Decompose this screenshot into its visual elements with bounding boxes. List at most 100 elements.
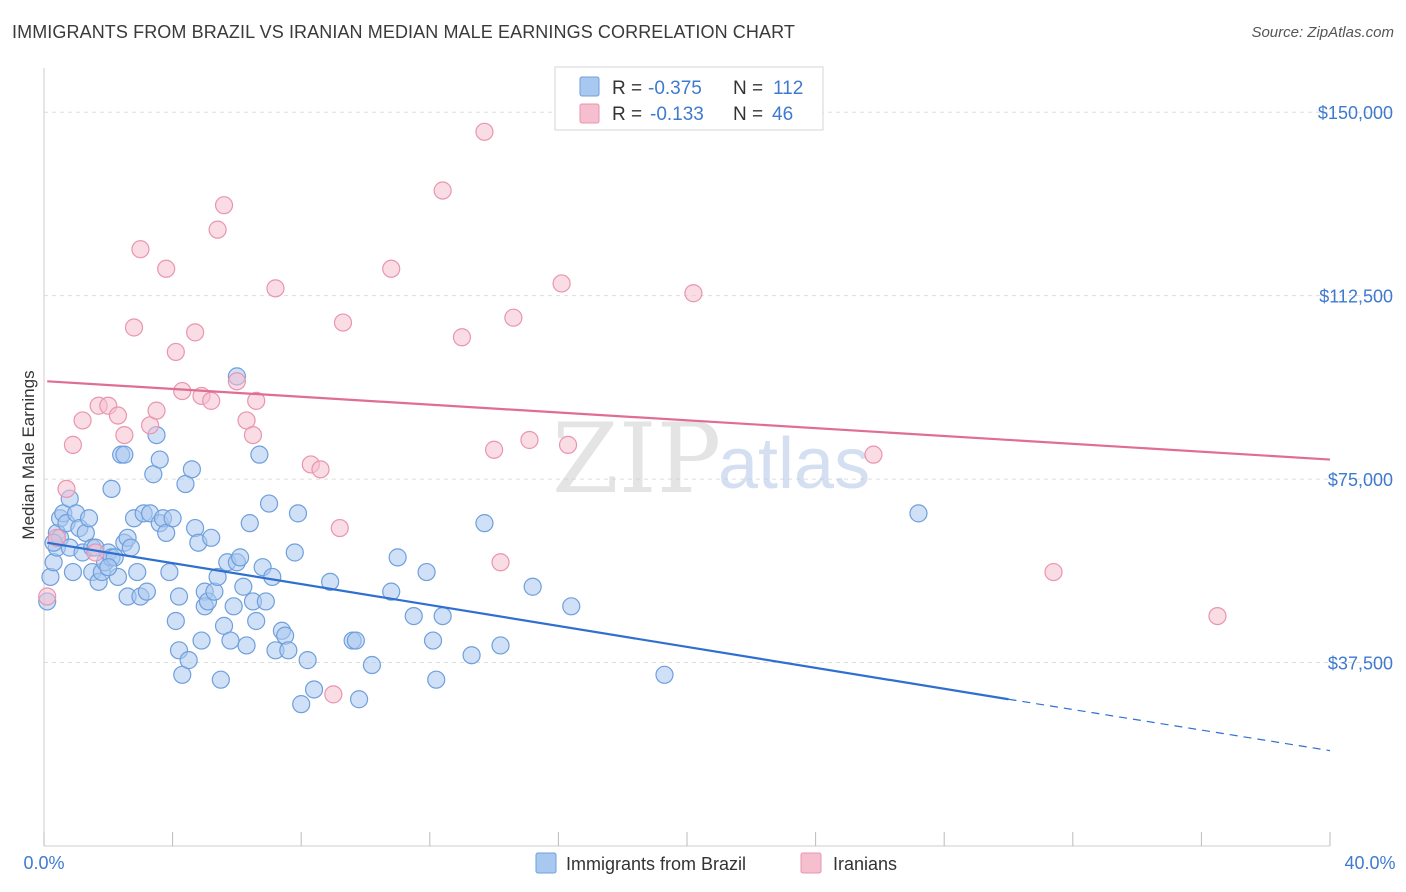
stats-legend: R = -0.375 N = 112 R = -0.133 N = 46 [554, 66, 824, 131]
iranians-point-32 [382, 259, 401, 278]
brazil-point-35 [128, 562, 147, 582]
brazil-point-110 [99, 558, 118, 577]
brazil-point-57 [192, 631, 211, 650]
iranians-point-8 [108, 406, 128, 425]
iranians-point-33 [433, 181, 452, 200]
brazil-point-53 [179, 651, 198, 670]
iranians-point-44 [1044, 562, 1063, 582]
iranians-point-45 [1208, 606, 1227, 626]
watermark-atlas: atlas [718, 424, 870, 504]
brazil-point-80 [263, 567, 282, 587]
brazil-point-103 [475, 514, 494, 533]
brazil-point-73 [240, 514, 259, 533]
brazil-point-62 [205, 582, 224, 601]
iranians-point-14 [157, 259, 176, 278]
brazil-point-67 [221, 631, 240, 650]
iranians-point-4 [73, 411, 92, 430]
series-brazil-points [38, 367, 928, 714]
brazil-point-84 [279, 641, 298, 660]
iranians-point-28 [311, 460, 330, 479]
iranians-point-43 [864, 445, 883, 464]
series-legend: Immigrants from Brazil Iranians [535, 852, 897, 874]
brazil-point-64 [211, 670, 230, 689]
series-iranians-points [38, 122, 1227, 704]
brazil-point-85 [285, 543, 304, 562]
brazil-point-55 [186, 518, 205, 538]
legend-bottom-label-iranians: Iranians [833, 854, 897, 874]
brazil-point-93 [349, 690, 369, 709]
legend-bottom-swatch-iranians [800, 852, 822, 874]
iranians-point-34 [452, 328, 472, 347]
brazil-point-100 [427, 670, 446, 689]
iranians-point-40 [552, 274, 571, 293]
axes [43, 68, 1331, 847]
legend-swatch-brazil [579, 76, 600, 97]
brazil-point-87 [292, 695, 311, 714]
iranians-point-16 [173, 381, 192, 401]
brazil-point-49 [169, 587, 189, 606]
y-tick-label-3: $150,000 [1318, 103, 1393, 123]
brazil-point-101 [433, 606, 452, 626]
iranians-point-37 [491, 553, 510, 572]
y-tick-label-2: $112,500 [1319, 287, 1393, 307]
brazil-point-99 [423, 631, 443, 650]
iranians-point-21 [214, 196, 234, 215]
legend-r-value-iranians: -0.133 [650, 104, 704, 125]
iranians-point-15 [166, 342, 185, 362]
x-tick-min: 0.0% [23, 853, 64, 873]
brazil-point-72 [237, 636, 256, 655]
chart-title: IMMIGRANTS FROM BRAZIL VS IRANIAN MEDIAN… [12, 22, 795, 42]
iranians-point-0 [38, 587, 57, 606]
legend-r-label-iranians: R = [612, 104, 642, 125]
brazil-point-63 [208, 567, 227, 587]
brazil-point-96 [388, 548, 407, 567]
brazil-point-94 [362, 655, 382, 675]
brazil-point-30 [115, 445, 134, 464]
iranians-point-10 [124, 318, 144, 337]
legend-bottom-swatch-brazil [535, 852, 557, 874]
stats-legend-box [554, 66, 824, 131]
legend-n-label-iranians: N = [733, 104, 763, 125]
brazil-point-11 [63, 562, 83, 582]
legend-swatch-iranians [579, 103, 600, 124]
iranians-point-31 [333, 313, 353, 332]
source-label: Source: ZipAtlas.com [1251, 24, 1394, 41]
brazil-point-107 [655, 665, 674, 684]
brazil-point-92 [346, 631, 365, 650]
trend-line-iranians [47, 380, 1331, 461]
brazil-point-33 [121, 538, 140, 557]
iranians-point-19 [202, 391, 221, 410]
trend-line-brazil-extension [1008, 698, 1331, 752]
brazil-point-102 [462, 646, 481, 665]
legend-bottom-label-brazil: Immigrants from Brazil [566, 854, 746, 874]
brazil-point-25 [102, 479, 121, 499]
y-tick-labels: $37,500 $75,000 $112,500 $150,000 [1318, 103, 1393, 673]
iranians-point-17 [186, 323, 205, 342]
brazil-point-86 [288, 504, 308, 523]
legend-n-label-brazil: N = [733, 78, 763, 99]
brazil-point-2 [44, 553, 63, 572]
brazil-point-54 [182, 460, 201, 479]
brazil-point-16 [79, 509, 99, 528]
y-tick-label-1: $75,000 [1328, 470, 1393, 490]
iranians-point-20 [208, 220, 227, 239]
brazil-point-61 [202, 528, 221, 547]
brazil-point-76 [250, 445, 269, 464]
iranians-point-22 [227, 372, 246, 391]
brazil-point-106 [562, 597, 581, 616]
iranians-point-38 [504, 308, 523, 327]
brazil-point-1 [41, 567, 60, 587]
brazil-point-68 [224, 597, 243, 616]
brazil-point-90 [321, 572, 340, 591]
brazil-point-71 [234, 577, 253, 596]
iranians-point-39 [520, 430, 539, 450]
iranians-point-35 [475, 122, 494, 141]
iranians-point-13 [147, 401, 166, 420]
legend-n-value-brazil: 112 [773, 78, 803, 99]
iranians-point-25 [247, 391, 266, 410]
y-tick-label-0: $37,500 [1328, 654, 1393, 674]
legend-r-label-brazil: R = [612, 78, 642, 99]
iranians-point-36 [485, 440, 504, 459]
iranians-point-41 [558, 435, 578, 454]
